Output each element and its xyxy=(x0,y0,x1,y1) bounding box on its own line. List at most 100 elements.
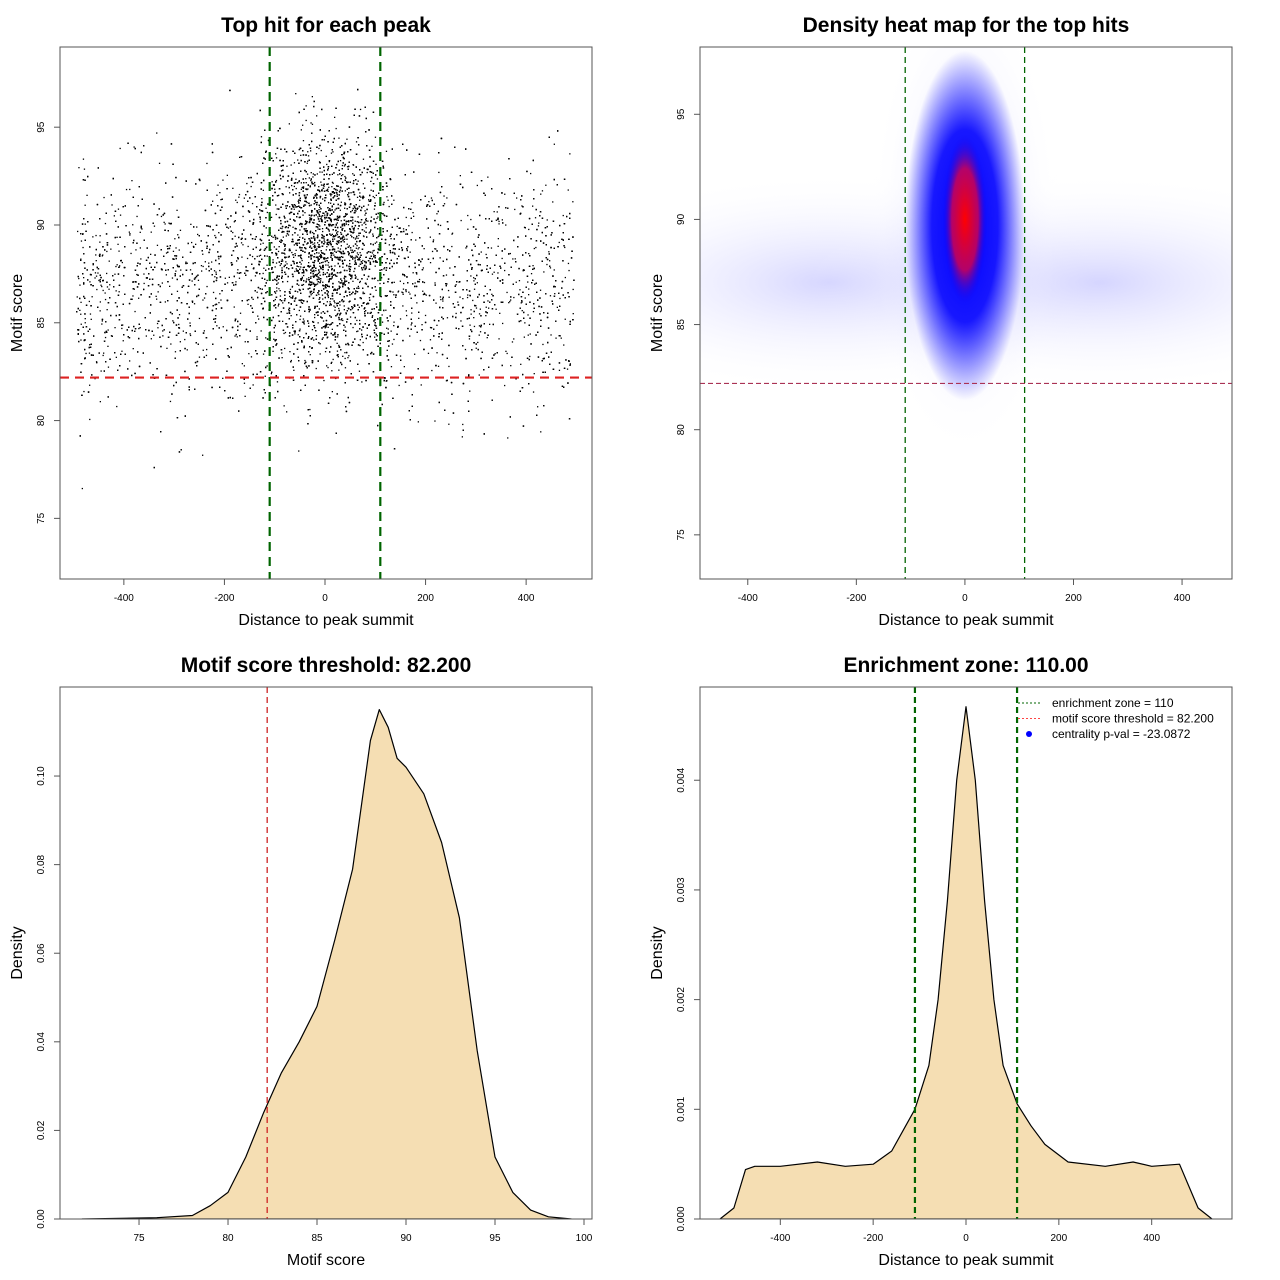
scatter-point xyxy=(80,313,82,315)
scatter-point xyxy=(327,188,329,190)
scatter-point xyxy=(156,132,158,134)
scatter-point xyxy=(91,296,93,298)
scatter-point xyxy=(558,241,560,244)
scatter-point xyxy=(341,300,343,302)
scatter-point xyxy=(405,290,407,293)
scatter-point xyxy=(94,378,96,380)
scatter-point xyxy=(398,384,400,387)
scatter-point xyxy=(469,324,471,326)
scatter-point xyxy=(171,277,174,279)
scatter-point xyxy=(278,246,280,248)
scatter-point xyxy=(508,302,510,304)
scatter-point xyxy=(300,129,302,131)
scatter-point xyxy=(315,193,318,195)
scatter-point xyxy=(133,288,135,290)
scatter-point xyxy=(182,330,184,332)
scatter-point xyxy=(363,235,365,238)
scatter-point xyxy=(317,258,319,260)
scatter-point xyxy=(349,259,351,262)
scatter-point xyxy=(132,295,134,297)
scatter-point xyxy=(402,292,404,294)
scatter-point xyxy=(409,335,411,337)
scatter-point xyxy=(350,192,352,194)
scatter-point xyxy=(317,216,319,218)
scatter-point xyxy=(213,270,216,272)
scatter-point xyxy=(393,252,396,254)
scatter-point xyxy=(478,313,481,315)
scatter-point xyxy=(346,213,348,215)
scatter-point xyxy=(321,294,324,296)
scatter-point xyxy=(451,245,453,248)
scatter-point xyxy=(321,171,323,173)
scatter-point xyxy=(376,241,378,243)
scatter-point xyxy=(310,150,312,152)
scatter-point xyxy=(310,217,312,219)
scatter-point xyxy=(80,339,82,341)
scatter-point xyxy=(118,250,120,252)
scatter-point xyxy=(559,297,561,300)
scatter-point xyxy=(365,265,367,267)
scatter-point xyxy=(521,310,523,312)
scatter-point xyxy=(122,340,124,342)
scatter-point xyxy=(337,247,339,249)
scatter-point xyxy=(218,302,220,304)
scatter-point xyxy=(298,288,300,291)
scatter-point xyxy=(138,327,140,330)
scatter-point xyxy=(306,188,308,191)
scatter-point xyxy=(362,341,364,344)
scatter-point xyxy=(281,165,283,167)
scatter-point xyxy=(425,294,427,296)
scatter-point xyxy=(234,235,236,237)
scatter-point xyxy=(214,304,216,306)
scatter-point xyxy=(106,309,108,311)
scatter-point xyxy=(318,252,320,254)
scatter-point xyxy=(340,245,342,247)
scatter-point xyxy=(254,275,257,277)
scatter-point xyxy=(349,255,352,257)
scatter-point xyxy=(545,184,547,186)
scatter-point xyxy=(320,184,323,186)
scatter-point xyxy=(284,253,286,255)
scatter-point xyxy=(322,212,324,214)
scatter-point xyxy=(352,191,354,193)
scatter-point xyxy=(528,228,530,231)
scatter-point xyxy=(316,248,318,250)
scatter-point xyxy=(252,384,254,386)
scatter-point xyxy=(357,180,359,182)
scatter-point xyxy=(279,295,282,297)
scatter-point xyxy=(200,265,203,267)
scatter-point xyxy=(275,213,277,216)
scatter-point xyxy=(294,204,296,207)
scatter-point xyxy=(372,250,374,252)
scatter-point xyxy=(319,197,321,199)
scatter-point xyxy=(316,115,318,117)
scatter-point xyxy=(420,384,422,386)
scatter-point xyxy=(333,238,336,240)
scatter-point xyxy=(460,320,462,322)
scatter-point xyxy=(150,253,152,255)
scatter-point xyxy=(434,420,436,422)
scatter-point xyxy=(572,201,574,203)
scatter-point xyxy=(331,391,333,393)
scatter-point xyxy=(402,228,405,230)
scatter-point xyxy=(179,341,181,343)
scatter-point xyxy=(218,258,220,260)
scatter-point xyxy=(303,274,305,277)
scatter-point xyxy=(297,234,299,236)
scatter-point xyxy=(572,288,574,291)
scatter-point xyxy=(346,269,348,272)
scatter-point xyxy=(89,384,91,386)
scatter-point xyxy=(266,264,268,266)
scatter-point xyxy=(132,348,134,350)
scatter-point xyxy=(174,238,176,240)
scatter-point xyxy=(203,297,206,299)
scatter-point xyxy=(552,201,554,203)
scatter-point xyxy=(313,242,316,244)
scatter-point xyxy=(467,228,469,230)
scatter-point xyxy=(289,225,291,227)
scatter-point xyxy=(336,350,339,352)
scatter-point xyxy=(327,264,329,266)
scatter-point xyxy=(143,282,145,285)
scatter-point xyxy=(331,277,333,279)
scatter-point xyxy=(172,320,174,322)
